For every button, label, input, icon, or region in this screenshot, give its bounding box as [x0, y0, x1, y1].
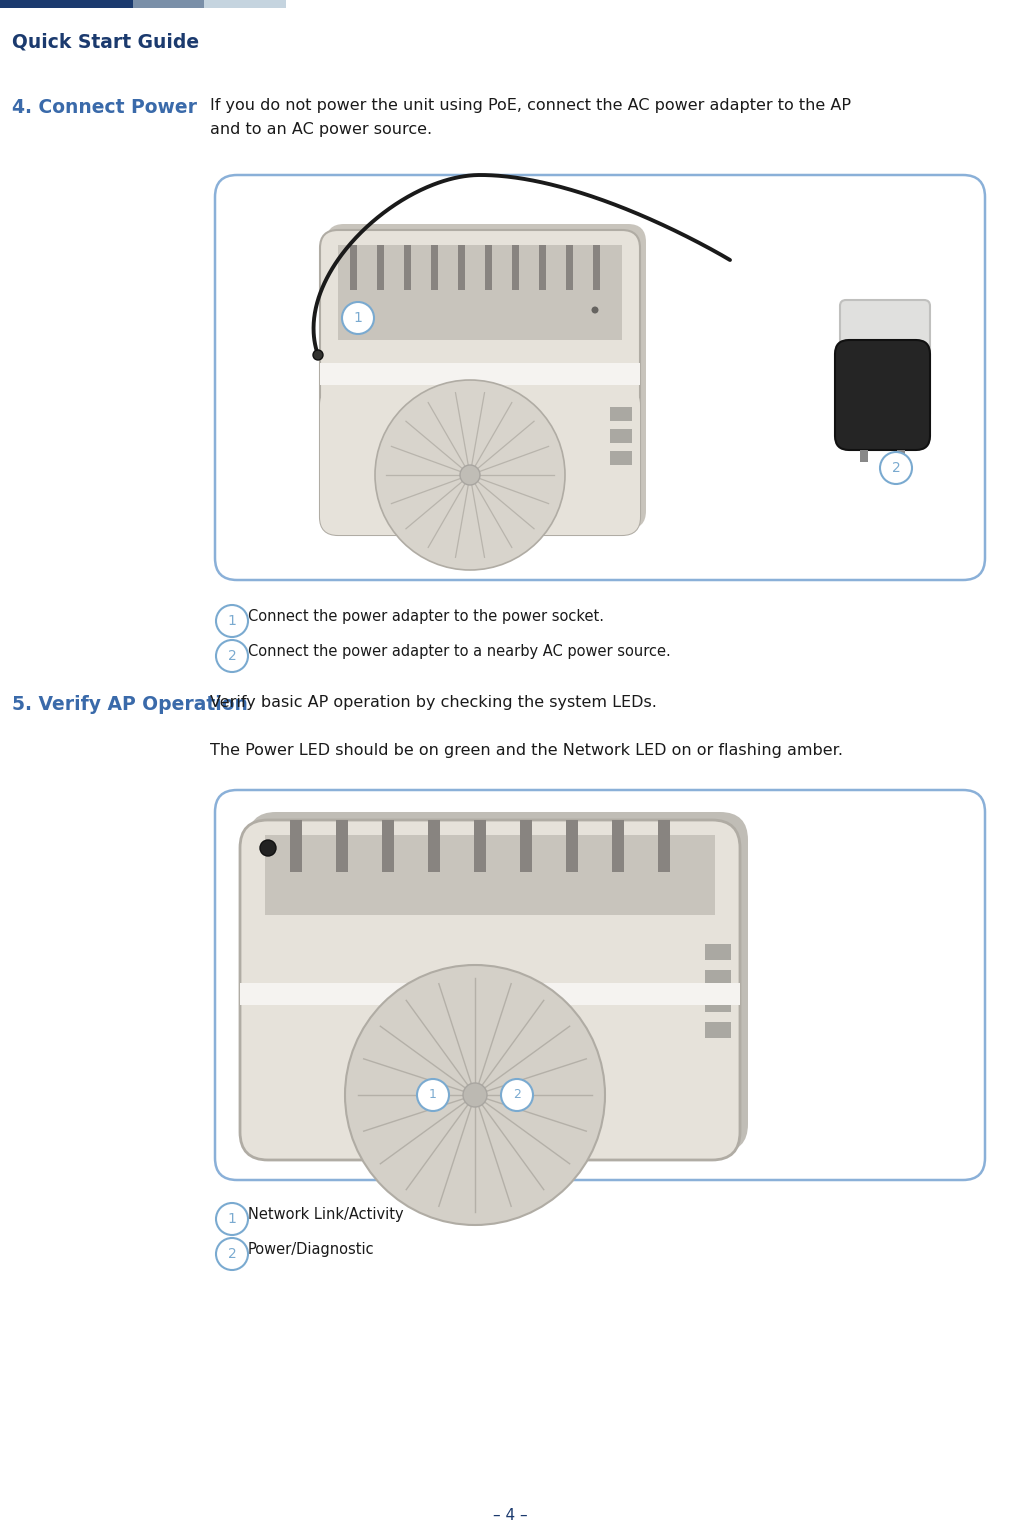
FancyBboxPatch shape [835, 341, 929, 449]
FancyBboxPatch shape [840, 301, 929, 420]
FancyBboxPatch shape [320, 387, 639, 535]
Bar [337, 245, 622, 341]
Bar [428, 821, 439, 871]
FancyBboxPatch shape [239, 821, 739, 1160]
Bar [538, 245, 545, 290]
Bar [512, 245, 519, 290]
FancyBboxPatch shape [248, 811, 747, 1152]
Circle shape [216, 1238, 248, 1270]
Circle shape [341, 302, 374, 334]
Bar [611, 821, 624, 871]
Text: and to an AC power source.: and to an AC power source. [210, 123, 432, 137]
Circle shape [422, 1085, 443, 1106]
Circle shape [591, 307, 598, 313]
Bar [609, 430, 632, 443]
Bar [704, 969, 731, 986]
Circle shape [216, 604, 248, 637]
Bar [520, 821, 532, 871]
Bar [458, 245, 465, 290]
Circle shape [500, 1078, 533, 1111]
Text: – 4 –: – 4 – [492, 1508, 527, 1523]
Bar [204, 0, 285, 8]
Text: 2: 2 [227, 649, 236, 663]
Bar [609, 407, 632, 420]
Text: 1: 1 [429, 1089, 436, 1101]
Text: 4. Connect Power: 4. Connect Power [12, 98, 197, 117]
Ellipse shape [896, 344, 906, 367]
Bar [566, 821, 578, 871]
Text: Power/Diagnostic: Power/Diagnostic [248, 1243, 374, 1256]
Text: Connect the power adapter to the power socket.: Connect the power adapter to the power s… [248, 609, 603, 624]
Text: 1: 1 [354, 311, 362, 325]
Circle shape [260, 841, 276, 856]
Circle shape [460, 465, 480, 485]
Bar [859, 449, 867, 462]
Bar [704, 943, 731, 960]
Circle shape [505, 1085, 528, 1106]
Text: Quick Start Guide: Quick Start Guide [12, 32, 199, 51]
Text: If you do not power the unit using PoE, connect the AC power adapter to the AP: If you do not power the unit using PoE, … [210, 98, 850, 114]
Bar [474, 821, 485, 871]
Bar [566, 245, 573, 290]
Bar [320, 364, 639, 385]
Bar [484, 245, 491, 290]
Bar [382, 821, 393, 871]
Circle shape [344, 965, 604, 1226]
Text: 1: 1 [227, 614, 236, 627]
Circle shape [216, 1203, 248, 1235]
Text: 2: 2 [513, 1089, 521, 1101]
Bar [896, 449, 904, 462]
Bar [657, 821, 669, 871]
Text: 5. Verify AP Operation: 5. Verify AP Operation [12, 695, 248, 713]
Text: Network Link/Activity: Network Link/Activity [248, 1207, 404, 1223]
Bar [239, 983, 739, 1005]
Circle shape [313, 350, 323, 360]
Bar [350, 245, 357, 290]
Bar [704, 1022, 731, 1039]
Bar [704, 996, 731, 1012]
Bar [592, 245, 599, 290]
Text: The Power LED should be on green and the Network LED on or flashing amber.: The Power LED should be on green and the… [210, 742, 842, 758]
Text: 2: 2 [227, 1247, 236, 1261]
Circle shape [463, 1083, 486, 1108]
Text: 2: 2 [891, 462, 900, 476]
Circle shape [879, 453, 911, 485]
FancyBboxPatch shape [215, 175, 984, 580]
Bar [132, 0, 204, 8]
Ellipse shape [862, 344, 872, 367]
Bar [335, 821, 347, 871]
Text: Connect the power adapter to a nearby AC power source.: Connect the power adapter to a nearby AC… [248, 644, 671, 660]
Circle shape [375, 380, 565, 571]
FancyBboxPatch shape [326, 224, 645, 529]
Bar [0, 0, 132, 8]
Bar [609, 451, 632, 465]
FancyBboxPatch shape [215, 790, 984, 1180]
Text: 1: 1 [227, 1212, 236, 1226]
Bar [404, 245, 411, 290]
FancyBboxPatch shape [320, 230, 639, 535]
Circle shape [216, 640, 248, 672]
Bar [431, 245, 437, 290]
Bar [289, 821, 302, 871]
Text: Verify basic AP operation by checking the system LEDs.: Verify basic AP operation by checking th… [210, 695, 656, 710]
Bar [377, 245, 383, 290]
Circle shape [417, 1078, 448, 1111]
Bar [265, 834, 714, 914]
